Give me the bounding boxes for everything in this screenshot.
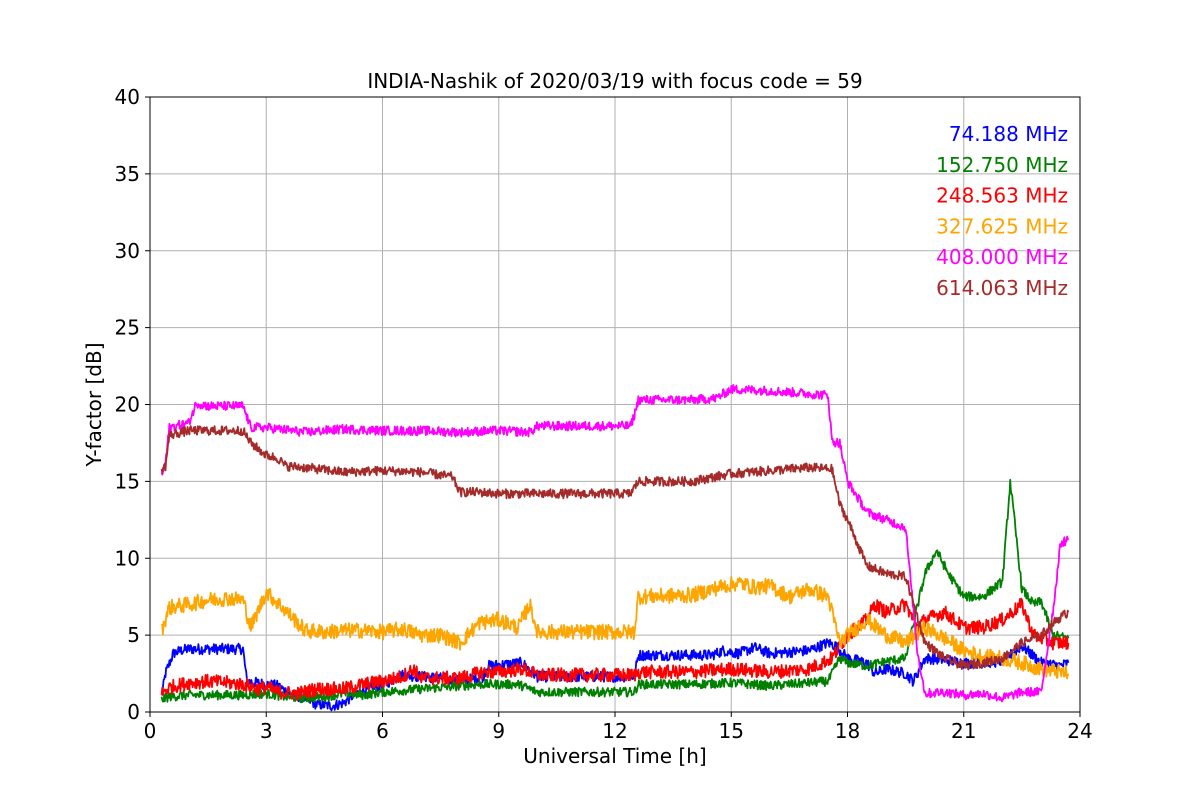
x-tick-label: 21 bbox=[951, 719, 976, 743]
y-tick-label: 30 bbox=[115, 239, 140, 263]
series-line-5 bbox=[160, 384, 1070, 703]
y-tick-label: 15 bbox=[115, 469, 140, 493]
x-axis-label: Universal Time [h] bbox=[523, 744, 706, 768]
legend-entry: 248.563 MHz bbox=[936, 184, 1068, 208]
x-tick-label: 9 bbox=[492, 719, 505, 743]
y-tick-label: 10 bbox=[115, 546, 140, 570]
y-tick-label: 5 bbox=[127, 623, 140, 647]
y-tick-label: 40 bbox=[115, 85, 140, 109]
legend-entry: 152.750 MHz bbox=[936, 153, 1068, 177]
series-line-4 bbox=[160, 576, 1070, 680]
legend: 74.188 MHz 152.750 MHz 248.563 MHz 327.625 … bbox=[936, 122, 1068, 300]
legend-entry: 614.063 MHz bbox=[936, 276, 1068, 300]
x-tick-label: 15 bbox=[719, 719, 744, 743]
legend-entry: 327.625 MHz bbox=[936, 214, 1068, 238]
x-tick-label: 6 bbox=[376, 719, 389, 743]
y-tick-label: 0 bbox=[127, 700, 140, 724]
x-tick-label: 24 bbox=[1067, 719, 1092, 743]
series-layer bbox=[160, 384, 1070, 712]
legend-entry: 408.000 MHz bbox=[936, 245, 1068, 269]
y-tick-label: 25 bbox=[115, 316, 140, 340]
x-tick-label: 18 bbox=[835, 719, 860, 743]
chart-title: INDIA-Nashik of 2020/03/19 with focus co… bbox=[367, 69, 862, 93]
y-tick-label: 35 bbox=[115, 162, 140, 186]
series-line-6 bbox=[160, 425, 1070, 671]
x-tick-label: 12 bbox=[602, 719, 627, 743]
y-tick-label: 20 bbox=[115, 393, 140, 417]
x-tick-label: 3 bbox=[260, 719, 273, 743]
axis-ticks: 0 3 6 9 12 15 18 21 24 0 5 10 15 20 25 30 35 40 bbox=[115, 85, 1093, 743]
x-tick-label: 0 bbox=[144, 719, 157, 743]
y-axis-label: Y-factor [dB] bbox=[82, 342, 106, 467]
legend-entry: 74.188 MHz bbox=[949, 122, 1068, 146]
